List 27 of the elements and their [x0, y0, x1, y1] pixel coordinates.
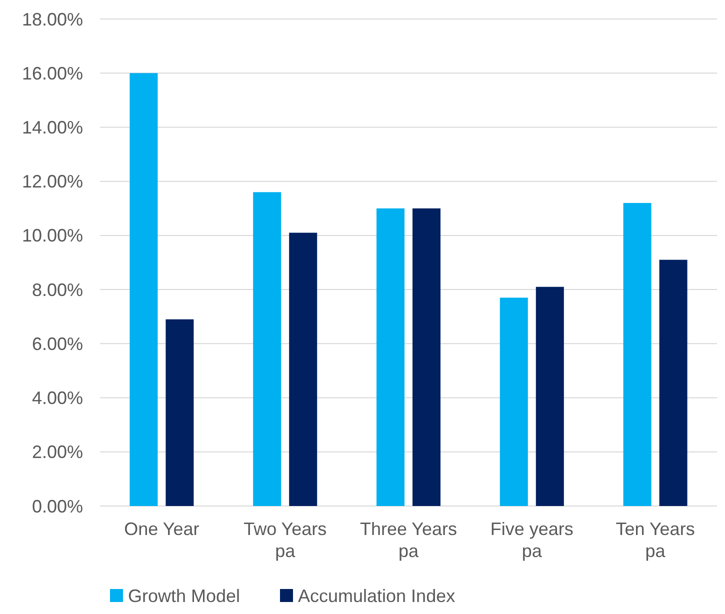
bar: [536, 286, 564, 506]
y-tick-label: 16.00%: [22, 63, 83, 84]
bar: [659, 260, 688, 506]
x-tick-label: Ten Years pa: [616, 519, 695, 561]
bar: [500, 298, 528, 506]
bar: [253, 192, 282, 506]
x-tick-label: Two Years pa: [244, 519, 327, 561]
y-tick-label: 14.00%: [22, 118, 83, 138]
bar: [289, 232, 318, 506]
y-tick-label: 18.00%: [22, 9, 83, 30]
y-tick-label: 8.00%: [32, 280, 83, 300]
y-tick-label: 6.00%: [32, 334, 83, 354]
legend-label: Accumulation Index: [298, 586, 456, 606]
bar: [623, 202, 652, 506]
bar: [130, 73, 158, 506]
bar: [166, 319, 194, 506]
y-tick-label: 12.00%: [22, 172, 83, 192]
x-tick-label: One Year: [124, 519, 200, 539]
x-tick-label: Three Years pa: [360, 519, 458, 561]
bar: [412, 208, 440, 506]
bar: [376, 208, 404, 506]
y-tick-label: 2.00%: [32, 442, 83, 462]
y-tick-label: 10.00%: [22, 226, 83, 246]
legend-label: Growth Model: [128, 586, 240, 606]
y-tick-label: 4.00%: [32, 388, 83, 408]
x-tick-label: Five years pa: [490, 519, 574, 561]
y-tick-label: 0.00%: [32, 496, 83, 516]
